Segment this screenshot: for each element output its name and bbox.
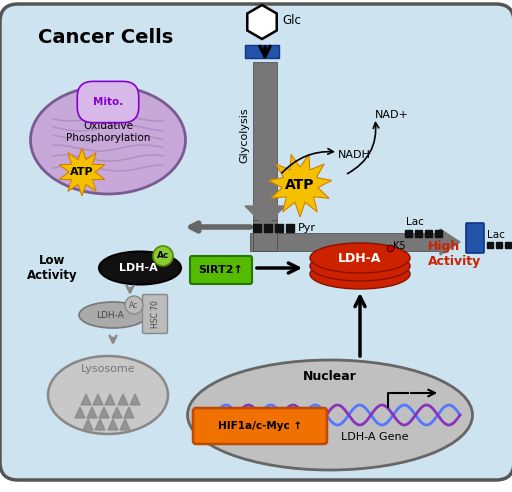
- Bar: [253, 62, 277, 220]
- Text: NADH: NADH: [338, 150, 371, 160]
- Text: HSC 70: HSC 70: [151, 300, 160, 328]
- Text: ATP: ATP: [70, 167, 94, 177]
- Ellipse shape: [310, 251, 410, 281]
- Polygon shape: [99, 407, 109, 418]
- Text: Nuclear: Nuclear: [303, 370, 357, 383]
- Bar: [264, 224, 272, 232]
- Bar: [253, 224, 261, 232]
- Text: SIRT2↑: SIRT2↑: [199, 265, 243, 275]
- Polygon shape: [120, 419, 130, 430]
- Text: LDH-A: LDH-A: [96, 310, 124, 319]
- FancyBboxPatch shape: [193, 408, 327, 444]
- Circle shape: [125, 296, 143, 314]
- Text: HIF1a/c-Myc ↑: HIF1a/c-Myc ↑: [218, 421, 302, 431]
- Polygon shape: [440, 229, 460, 255]
- Bar: [405, 230, 412, 237]
- Text: NAD+: NAD+: [375, 110, 409, 120]
- FancyBboxPatch shape: [466, 223, 484, 253]
- Text: Pyr: Pyr: [298, 223, 316, 233]
- Text: Ac: Ac: [157, 251, 169, 260]
- Bar: [415, 230, 422, 237]
- Bar: [425, 230, 432, 237]
- FancyBboxPatch shape: [245, 45, 279, 58]
- Polygon shape: [105, 394, 115, 405]
- Bar: [487, 242, 493, 248]
- Ellipse shape: [48, 356, 168, 434]
- Text: Lac: Lac: [406, 217, 424, 227]
- Bar: [286, 224, 294, 232]
- Ellipse shape: [79, 302, 147, 328]
- Text: LDH-A Gene: LDH-A Gene: [342, 432, 409, 442]
- Text: Low
Activity: Low Activity: [27, 254, 77, 282]
- Polygon shape: [75, 407, 85, 418]
- Ellipse shape: [187, 360, 473, 470]
- Polygon shape: [245, 206, 285, 226]
- Polygon shape: [87, 407, 97, 418]
- Polygon shape: [112, 407, 122, 418]
- Polygon shape: [130, 394, 140, 405]
- Polygon shape: [95, 419, 105, 430]
- Circle shape: [153, 246, 173, 266]
- Text: K5: K5: [393, 241, 406, 251]
- Polygon shape: [124, 407, 134, 418]
- Bar: [250, 233, 440, 251]
- Polygon shape: [93, 394, 103, 405]
- Bar: [275, 224, 283, 232]
- Ellipse shape: [99, 251, 181, 284]
- Text: Oxidative
Phosphorylation: Oxidative Phosphorylation: [66, 121, 150, 143]
- Bar: [496, 242, 502, 248]
- Text: High
Activity: High Activity: [428, 240, 481, 268]
- Text: Lac: Lac: [487, 230, 505, 240]
- FancyBboxPatch shape: [190, 256, 252, 284]
- Text: ATP: ATP: [285, 178, 315, 192]
- Ellipse shape: [31, 86, 185, 194]
- FancyBboxPatch shape: [142, 295, 167, 334]
- Polygon shape: [268, 154, 332, 217]
- Bar: [253, 220, 277, 251]
- Text: Glycolysis: Glycolysis: [239, 107, 249, 163]
- Bar: [435, 230, 442, 237]
- Polygon shape: [247, 5, 276, 39]
- Text: LDH-A: LDH-A: [119, 263, 157, 273]
- Text: Glc: Glc: [282, 13, 301, 27]
- Text: LDH-A: LDH-A: [338, 251, 381, 265]
- Text: Lysosome: Lysosome: [81, 364, 135, 374]
- Text: Ac: Ac: [130, 301, 139, 309]
- Text: Cancer Cells: Cancer Cells: [38, 28, 173, 47]
- Bar: [505, 242, 511, 248]
- Ellipse shape: [310, 259, 410, 289]
- Polygon shape: [118, 394, 128, 405]
- Polygon shape: [108, 419, 118, 430]
- Ellipse shape: [310, 243, 410, 273]
- Polygon shape: [59, 148, 105, 196]
- Text: Mito.: Mito.: [93, 97, 123, 107]
- Polygon shape: [83, 419, 93, 430]
- Polygon shape: [81, 394, 91, 405]
- FancyBboxPatch shape: [0, 4, 512, 480]
